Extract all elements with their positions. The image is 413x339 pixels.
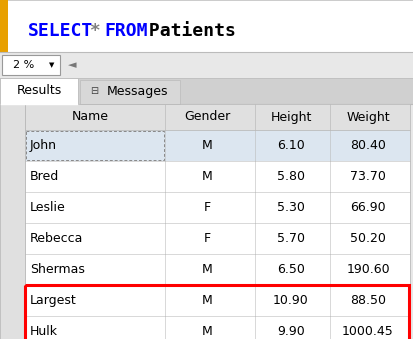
Text: FROM: FROM <box>104 22 147 40</box>
Text: Patients: Patients <box>138 22 236 40</box>
Bar <box>0 192 409 223</box>
Text: M: M <box>201 139 212 152</box>
Text: 5.70: 5.70 <box>276 232 304 245</box>
Text: Leslie: Leslie <box>30 201 66 214</box>
Text: Rebecca: Rebecca <box>30 232 83 245</box>
Bar <box>0 192 25 223</box>
Text: *: * <box>79 22 112 40</box>
Bar <box>0 285 409 316</box>
Bar <box>0 161 25 192</box>
Text: 73.70: 73.70 <box>349 170 385 183</box>
Text: Largest: Largest <box>30 294 76 307</box>
Bar <box>0 52 413 78</box>
Text: 10.90: 10.90 <box>273 294 308 307</box>
Bar <box>0 285 25 316</box>
Bar <box>0 223 409 254</box>
Text: 2 %: 2 % <box>13 60 35 70</box>
Text: 5.80: 5.80 <box>276 170 304 183</box>
Bar <box>2 55 60 75</box>
Text: SELECT: SELECT <box>28 22 93 40</box>
Bar <box>0 130 25 161</box>
Text: John: John <box>30 139 57 152</box>
Bar <box>80 80 180 104</box>
Bar <box>0 316 409 339</box>
Bar <box>0 104 409 130</box>
Text: Bred: Bred <box>30 170 59 183</box>
Bar <box>0 316 25 339</box>
Text: Hulk: Hulk <box>30 325 58 338</box>
Bar <box>26 285 408 339</box>
Text: 50.20: 50.20 <box>349 232 385 245</box>
Text: Height: Height <box>270 111 311 123</box>
Text: M: M <box>201 294 212 307</box>
Text: 6.50: 6.50 <box>276 263 304 276</box>
Text: F: F <box>203 201 210 214</box>
Bar <box>0 223 25 254</box>
Bar <box>0 0 413 52</box>
Text: 66.90: 66.90 <box>349 201 385 214</box>
Text: 5.30: 5.30 <box>276 201 304 214</box>
Text: Messages: Messages <box>107 84 169 98</box>
Text: ▼: ▼ <box>49 62 55 68</box>
Text: M: M <box>201 170 212 183</box>
Text: Shermas: Shermas <box>30 263 85 276</box>
Text: 6.10: 6.10 <box>276 139 304 152</box>
Text: 88.50: 88.50 <box>349 294 385 307</box>
Text: ⊟: ⊟ <box>90 86 98 96</box>
Bar <box>0 0 8 52</box>
Text: ◄: ◄ <box>68 60 76 70</box>
Bar <box>0 130 409 161</box>
Bar <box>0 254 25 285</box>
Text: Gender: Gender <box>183 111 230 123</box>
Text: Results: Results <box>17 84 62 98</box>
Text: 1000.45: 1000.45 <box>341 325 393 338</box>
Text: 80.40: 80.40 <box>349 139 385 152</box>
Text: 190.60: 190.60 <box>345 263 389 276</box>
Text: Name: Name <box>71 111 108 123</box>
Bar <box>26 131 164 160</box>
Bar <box>0 104 25 130</box>
Text: Weight: Weight <box>345 111 389 123</box>
Bar <box>0 78 78 104</box>
Text: F: F <box>203 232 210 245</box>
Bar <box>0 78 413 104</box>
Bar <box>0 161 409 192</box>
Text: M: M <box>201 325 212 338</box>
Text: 9.90: 9.90 <box>276 325 304 338</box>
Bar <box>0 254 409 285</box>
Text: M: M <box>201 263 212 276</box>
